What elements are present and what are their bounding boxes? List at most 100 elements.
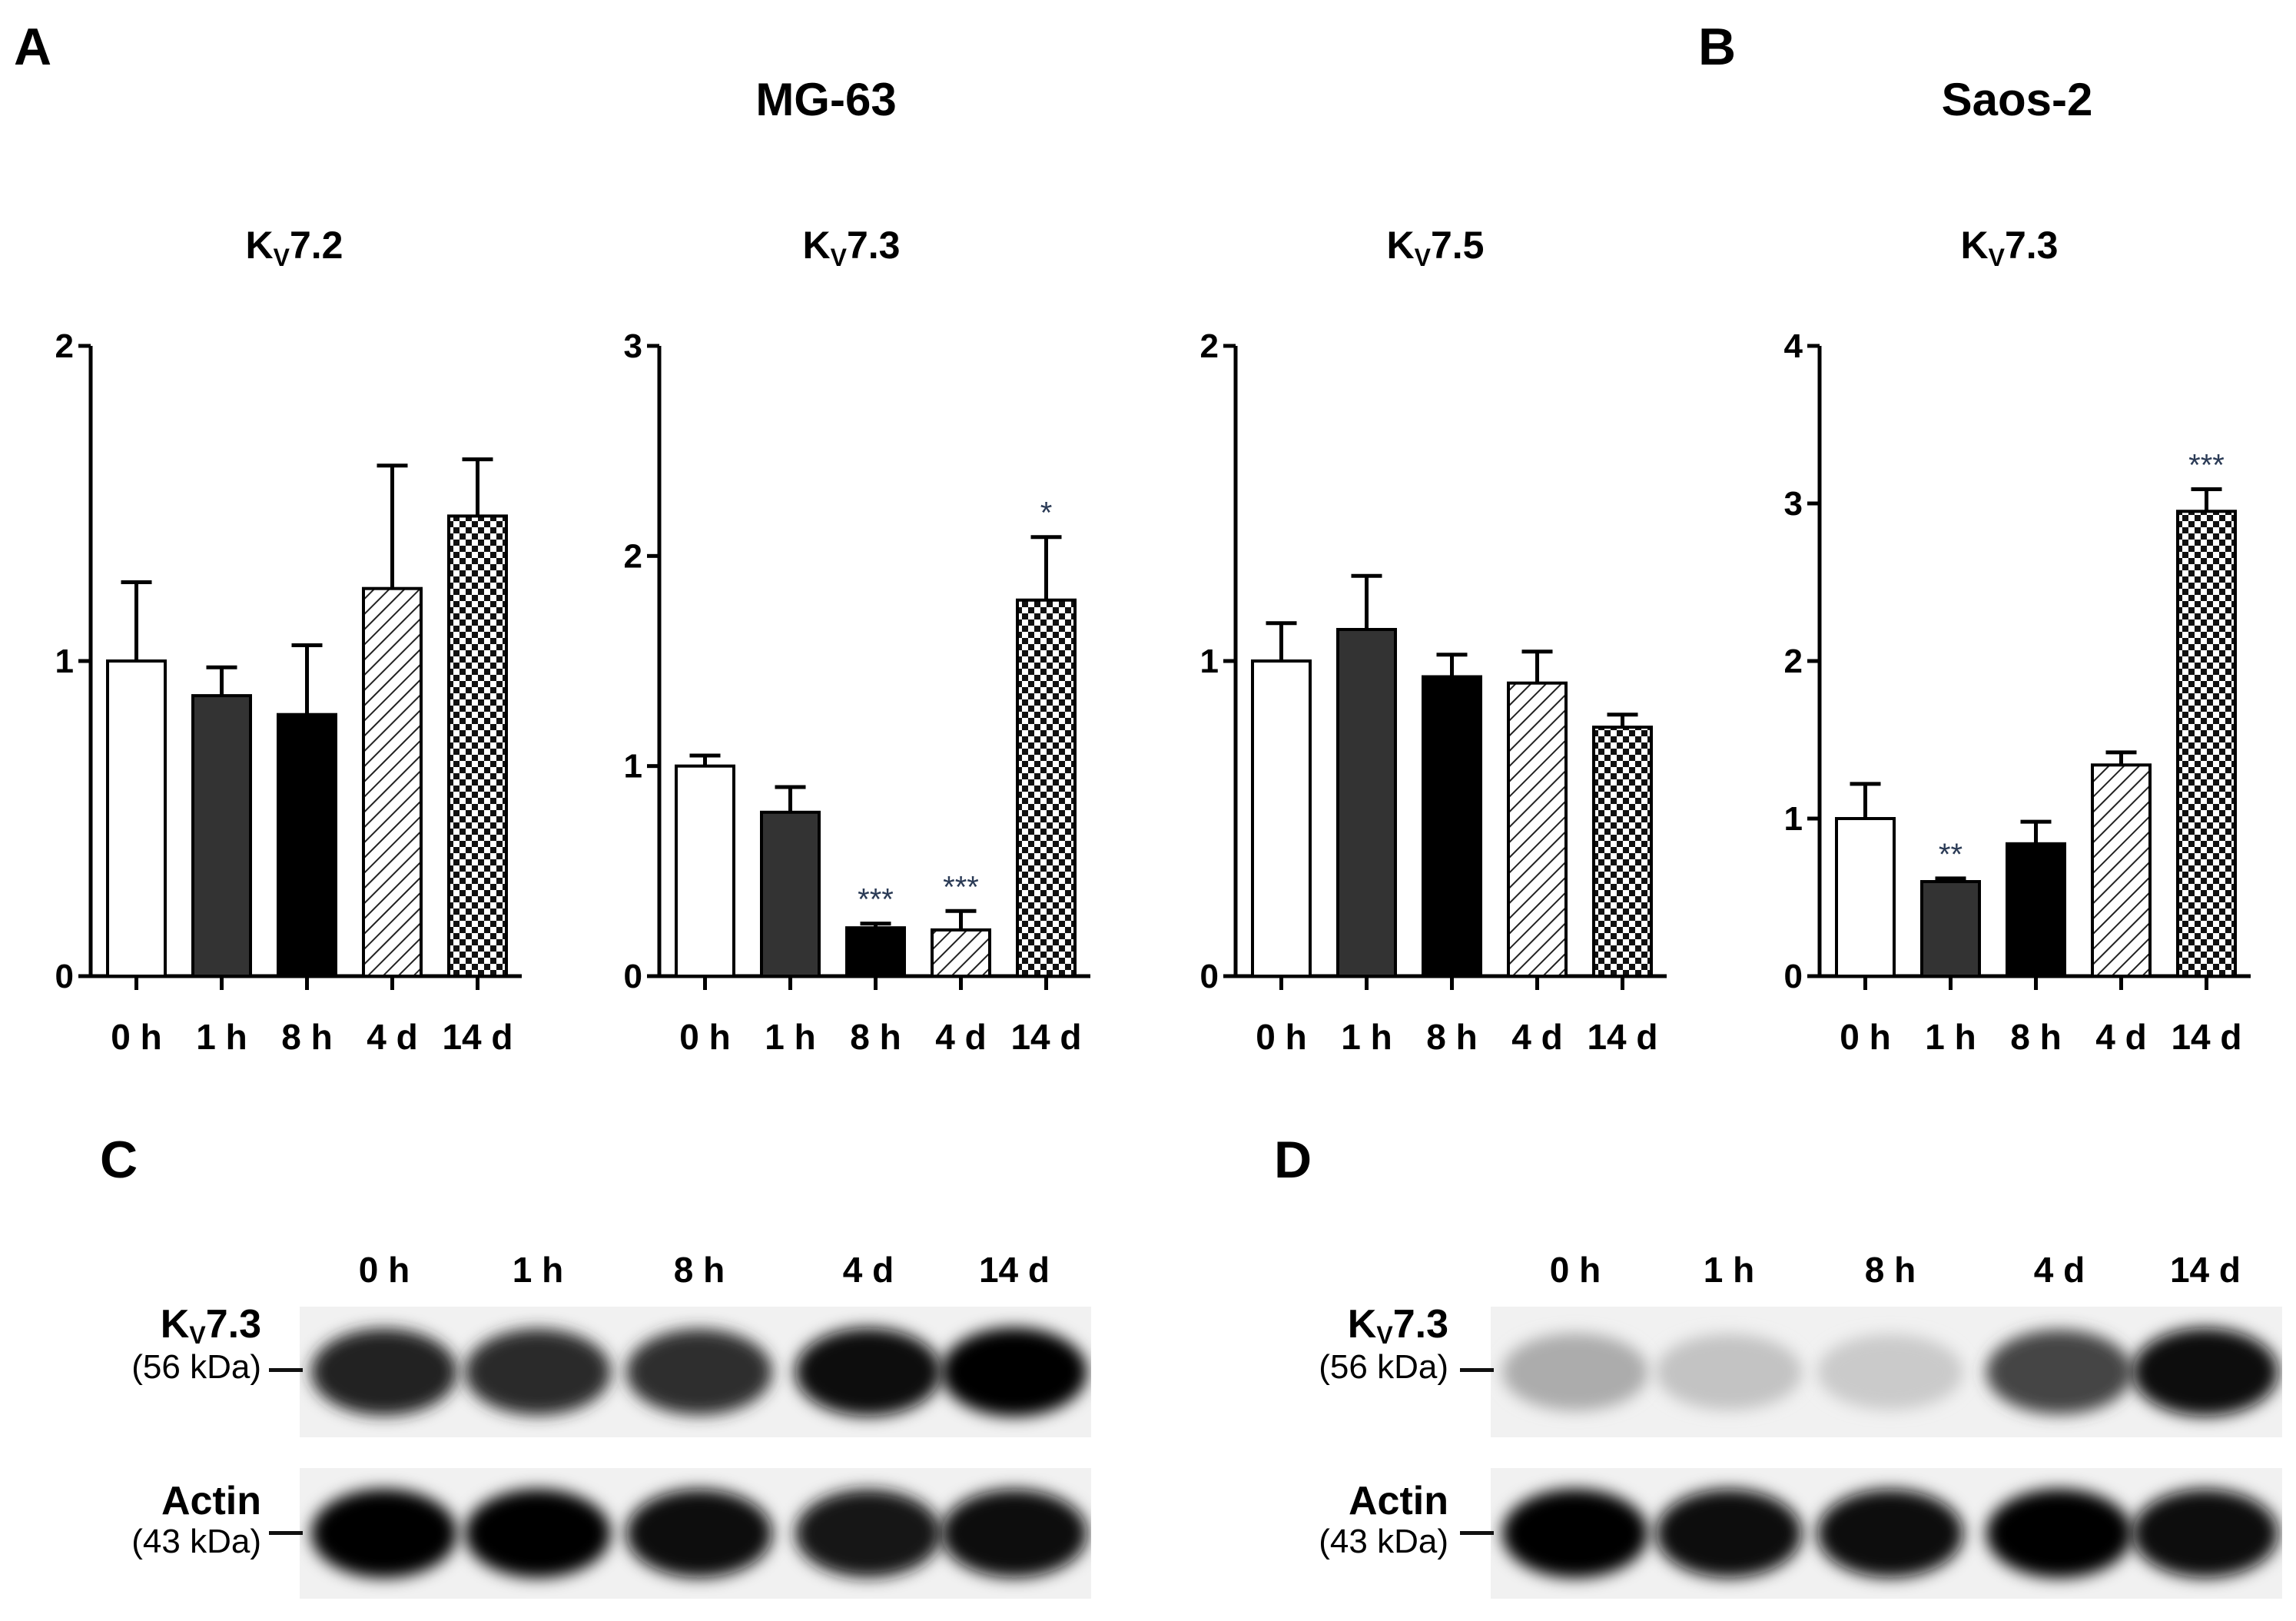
- x-tick-label-0h: 0 h: [1256, 1017, 1306, 1057]
- blot-d-lane-label-0h: 0 h: [1549, 1250, 1601, 1290]
- blot-c-lane-label-4d: 4 d: [842, 1250, 894, 1290]
- chart-title-mg63-kv72: KV7.2: [245, 224, 343, 271]
- blot-band-3: [1986, 1489, 2132, 1578]
- panel-letter-a: A: [14, 18, 52, 76]
- bar-14d: [1016, 598, 1077, 978]
- y-tick-label-4: 4: [1784, 327, 1803, 365]
- x-tick-label-4d: 4 d: [935, 1017, 986, 1057]
- y-tick-label-0: 0: [624, 958, 642, 995]
- y-tick-label-3: 3: [1784, 485, 1803, 523]
- y-tick-label-2: 2: [1200, 327, 1219, 365]
- blot-d-lane-label-4d: 4 d: [2033, 1250, 2085, 1290]
- y-tick-label-1: 1: [55, 643, 74, 680]
- y-tick-label-0: 0: [1784, 958, 1803, 995]
- x-tick-label-8h: 8 h: [2010, 1017, 2061, 1057]
- x-tick-label-14d: 14 d: [442, 1017, 513, 1057]
- blot-band-3: [1986, 1330, 2132, 1414]
- bar-4d: [931, 928, 991, 978]
- chart-title-saos2-kv73: KV7.3: [1960, 224, 2059, 271]
- blot-band-4: [941, 1327, 1087, 1417]
- bar-0h: [1835, 817, 1896, 978]
- blot-band-2: [626, 1329, 772, 1415]
- cell-line-title-mg63: MG-63: [755, 74, 897, 125]
- y-tick-label-1: 1: [1784, 800, 1803, 838]
- significance-annotation-3: ***: [943, 870, 979, 904]
- x-tick-label-1h: 1 h: [765, 1017, 815, 1057]
- blot-c-marker-actin: [269, 1531, 303, 1535]
- bar-0h: [106, 659, 167, 978]
- x-tick-label-1h: 1 h: [196, 1017, 247, 1057]
- bar-8h: [2006, 842, 2066, 978]
- blot-band-2: [626, 1489, 772, 1578]
- x-tick-label-8h: 8 h: [850, 1017, 901, 1057]
- panel-letter-b: B: [1698, 18, 1737, 76]
- blot-c-actin-band-strip: [300, 1468, 1091, 1599]
- bar-chart-saos2-kv73: 0 1 2 3 4 0 h 1 h ** 8 h 4 d 14 d ***: [1784, 327, 2251, 1057]
- bar-1h: [760, 810, 821, 978]
- bar-0h: [1251, 659, 1312, 978]
- bar-chart-mg63-kv72: 0 1 2 0 h 1 h 8 h 4 d 14 d: [55, 327, 522, 1057]
- blot-band-4: [941, 1489, 1087, 1578]
- bar-4d: [2091, 763, 2152, 978]
- significance-annotation-4: ***: [2188, 449, 2225, 483]
- blot-d-kv73-band-strip: [1491, 1307, 2282, 1437]
- blot-band-4: [2132, 1489, 2278, 1578]
- y-tick-label-3: 3: [624, 327, 642, 365]
- blot-c-kv73-band-strip: [300, 1307, 1091, 1437]
- blot-d-actin-band-strip: [1491, 1468, 2282, 1599]
- chart-title-mg63-kv73: KV7.3: [802, 224, 901, 271]
- chart-title-mg63-kv75: KV7.5: [1386, 224, 1485, 271]
- x-tick-label-0h: 0 h: [1840, 1017, 1890, 1057]
- bar-8h: [845, 926, 906, 978]
- blot-c-row-label-kv73: KV7.3 (56 kDa): [131, 1302, 261, 1387]
- blot-band-1: [1656, 1334, 1802, 1410]
- blot-d-row-label-actin: Actin (43 kDa): [1319, 1479, 1448, 1561]
- x-tick-label-14d: 14 d: [2171, 1017, 2241, 1057]
- blot-band-0: [1502, 1333, 1648, 1411]
- blot-c-marker-kv73: [269, 1368, 303, 1372]
- blot-band-1: [465, 1328, 611, 1416]
- x-tick-label-0h: 0 h: [679, 1017, 730, 1057]
- x-tick-label-4d: 4 d: [2095, 1017, 2146, 1057]
- y-tick-label-1: 1: [1200, 643, 1219, 680]
- x-tick-label-4d: 4 d: [1511, 1017, 1562, 1057]
- blot-d-lane-label-8h: 8 h: [1864, 1250, 1916, 1290]
- bar-1h: [1920, 880, 1981, 978]
- blot-d-lane-label-1h: 1 h: [1703, 1250, 1755, 1290]
- blot-band-0: [311, 1328, 457, 1416]
- bar-1h: [1336, 628, 1397, 978]
- y-tick-label-1: 1: [624, 748, 642, 786]
- bar-4d: [1507, 681, 1568, 978]
- bar-4d: [362, 586, 423, 978]
- bar-chart-mg63-kv75: 0 1 2 0 h 1 h 8 h 4 d 14 d: [1200, 327, 1667, 1057]
- blot-band-3: [795, 1489, 941, 1578]
- bar-0h: [675, 764, 735, 978]
- significance-annotation-4: *: [1040, 497, 1053, 530]
- x-tick-label-1h: 1 h: [1341, 1017, 1392, 1057]
- x-tick-label-1h: 1 h: [1925, 1017, 1976, 1057]
- panel-letter-c: C: [100, 1131, 138, 1189]
- blot-d-lane-label-14d: 14 d: [2169, 1250, 2241, 1290]
- blot-c-lane-label-0h: 0 h: [358, 1250, 410, 1290]
- bar-1h: [191, 694, 252, 978]
- significance-annotation-1: **: [1939, 838, 1963, 872]
- blot-c-lane-label-14d: 14 d: [978, 1250, 1050, 1290]
- y-tick-label-2: 2: [1784, 643, 1803, 680]
- x-tick-label-14d: 14 d: [1010, 1017, 1081, 1057]
- cell-line-title-saos2: Saos-2: [1941, 74, 2093, 125]
- y-tick-label-2: 2: [624, 537, 642, 575]
- bar-14d: [1592, 726, 1653, 978]
- blot-band-3: [795, 1327, 941, 1417]
- blot-c-lane-label-1h: 1 h: [512, 1250, 564, 1290]
- bar-14d: [447, 514, 508, 978]
- blot-band-0: [1502, 1489, 1648, 1578]
- blot-band-0: [311, 1489, 457, 1578]
- x-tick-label-4d: 4 d: [367, 1017, 417, 1057]
- blot-d-row-label-kv73: KV7.3 (56 kDa): [1319, 1302, 1448, 1387]
- x-tick-label-8h: 8 h: [281, 1017, 332, 1057]
- blot-band-4: [2132, 1327, 2278, 1417]
- x-tick-label-14d: 14 d: [1587, 1017, 1657, 1057]
- x-tick-label-0h: 0 h: [111, 1017, 161, 1057]
- y-tick-label-2: 2: [55, 327, 74, 365]
- panel-letter-d: D: [1274, 1131, 1312, 1189]
